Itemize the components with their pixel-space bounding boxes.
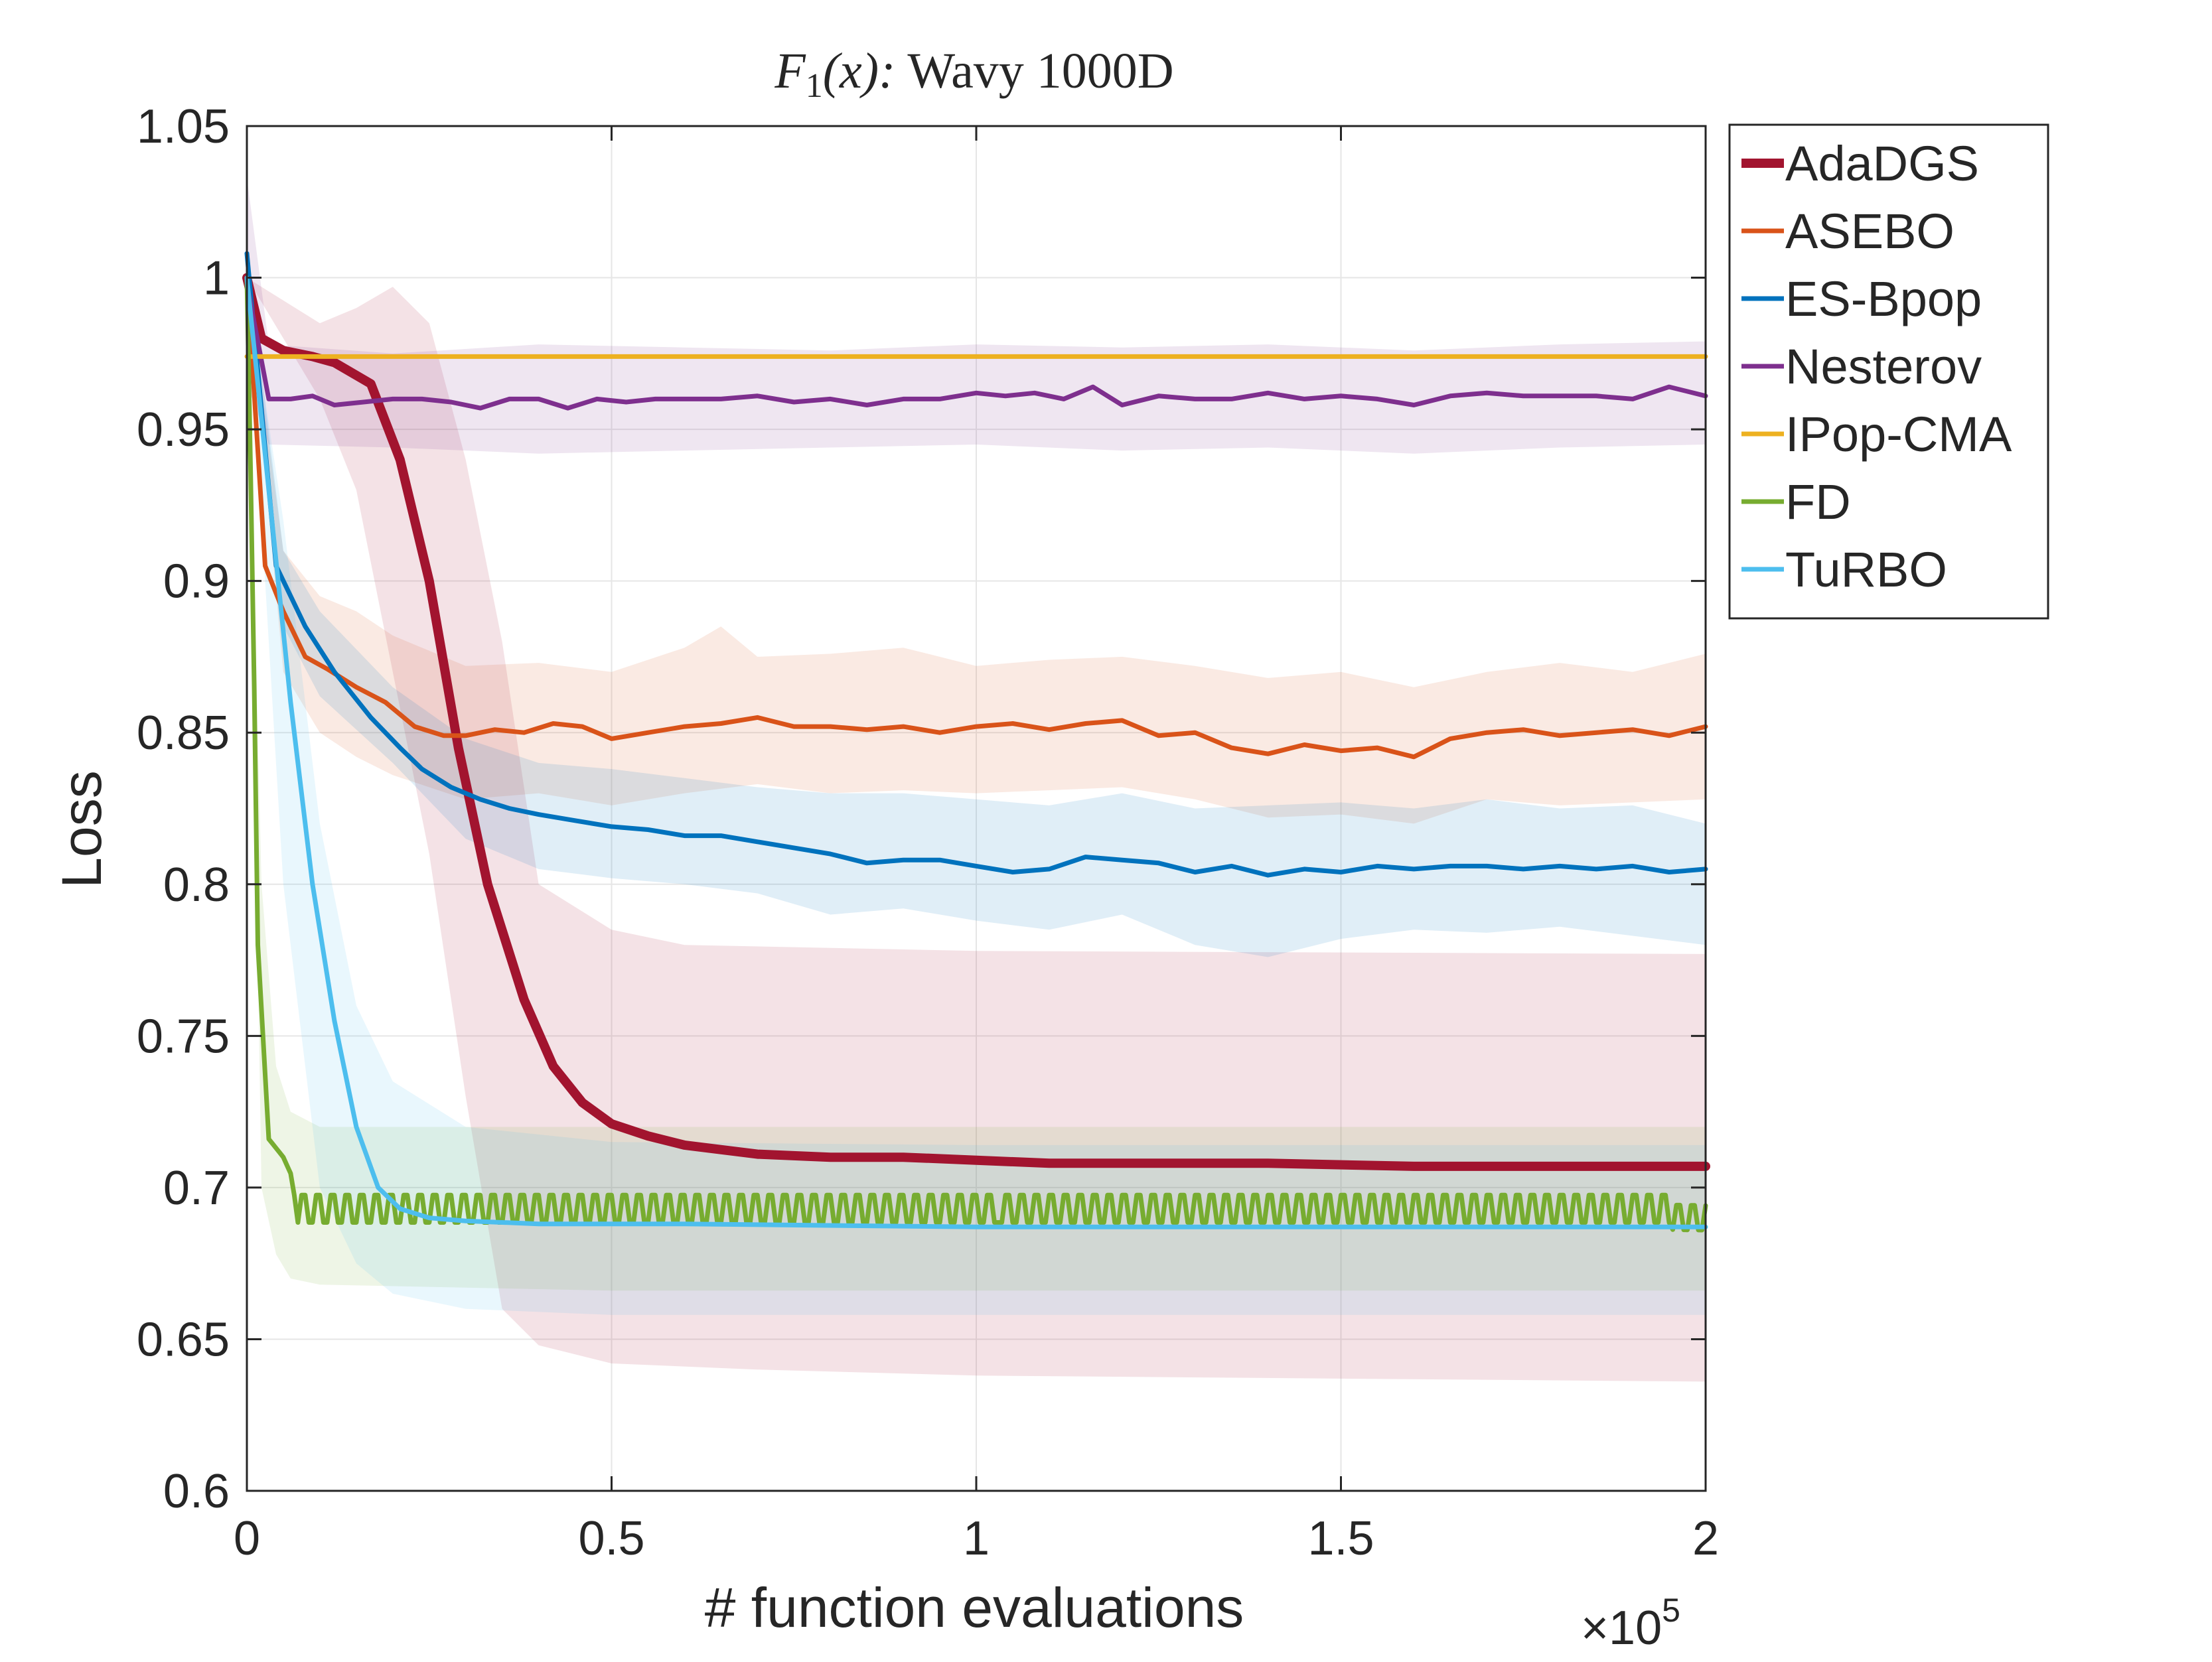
series-lines (242, 251, 1710, 1233)
axis-ticks: 0 0.5 1 1.5 2 0.6 0.65 0.7 0.75 0.8 0.85 0.9 0.95 1 1.… (137, 100, 1719, 1565)
turbo-line (244, 275, 1708, 1229)
legend-label-asebo: ASEBO (1785, 204, 1954, 259)
x-tick-label: 0 (234, 1512, 260, 1565)
legend-label-turbo: TuRBO (1785, 542, 1947, 597)
x-tick-label: 1 (963, 1512, 990, 1565)
asebo-band (247, 277, 1706, 824)
x-tick-label: 2 (1692, 1512, 1719, 1565)
x-tick-label: 1.5 (1307, 1512, 1374, 1565)
legend-box (1728, 123, 2049, 620)
y-tick-label: 0.65 (137, 1313, 230, 1366)
y-tick-label: 0.85 (137, 707, 230, 760)
legend: AdaDGS ASEBO ES-Bpop Nesterov IPop-CMA FD TuRB… (1728, 123, 2049, 620)
y-tick-label: 0.8 (163, 859, 230, 912)
asebo-line (244, 275, 1708, 760)
adadgs-line (242, 273, 1710, 1171)
fd-band (247, 277, 1706, 1291)
legend-label-adadgs: AdaDGS (1785, 136, 1979, 191)
legend-label-fd: FD (1785, 474, 1851, 529)
x-tick-label: 0.5 (578, 1512, 644, 1565)
chart-title: F1(x): Wavy 1000D (774, 43, 1173, 105)
y-tick-label: 0.75 (137, 1010, 230, 1063)
x-exponent-label: ×105 (1581, 1592, 1680, 1655)
legend-label-nesterov: Nesterov (1785, 339, 1982, 394)
x-axis-label: # function evaluations (705, 1576, 1244, 1639)
legend-label-ipop-cma: IPop-CMA (1785, 407, 2012, 462)
y-tick-label: 0.95 (137, 403, 230, 456)
fd-line (244, 275, 1708, 1233)
adadgs-band (247, 277, 1706, 1382)
y-tick-label: 1.05 (137, 100, 230, 153)
y-tick-label: 0.7 (163, 1162, 230, 1215)
legend-label-es-bpop: ES-Bpop (1785, 271, 1982, 326)
y-tick-label: 0.9 (163, 555, 230, 608)
y-tick-label: 0.6 (163, 1465, 230, 1518)
y-tick-label: 1 (203, 252, 230, 305)
es-bpop-line (244, 251, 1708, 878)
nesterov-line (244, 281, 1708, 411)
y-axis-label: Loss (50, 770, 113, 888)
es-bpop-band (247, 253, 1706, 957)
nesterov-band (247, 177, 1706, 454)
